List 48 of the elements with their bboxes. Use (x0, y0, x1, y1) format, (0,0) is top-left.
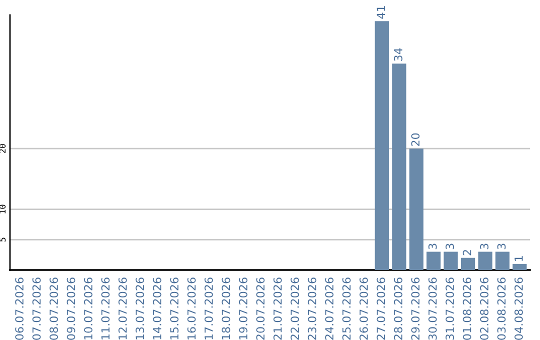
bar (444, 252, 458, 270)
data-label: 3 (480, 244, 488, 250)
x-tick-label: 26.07.2026 (360, 278, 368, 340)
x-tick-label: 25.07.2026 (342, 278, 351, 340)
x-tick-label: 14.07.2026 (152, 278, 162, 340)
x-tick-label: 06.07.2026 (15, 278, 24, 340)
x-tick-label: 21.07.2026 (273, 278, 282, 340)
x-tick-label: 30.07.2026 (428, 278, 437, 340)
x-tick-label: 28.07.2026 (394, 278, 402, 340)
x-tick-label: 03.08.2026 (497, 278, 506, 340)
x-tick-label: 08.07.2026 (50, 278, 58, 340)
x-tick-label: 10.07.2026 (84, 278, 92, 340)
data-label: 2 (462, 250, 472, 256)
bar (374, 21, 389, 270)
x-tick-label: 09.07.2026 (66, 278, 76, 340)
data-label: 3 (446, 244, 454, 250)
x-tick-label: 12.07.2026 (118, 278, 127, 340)
x-tick-label: 19.07.2026 (238, 278, 248, 340)
x-tick-label: 11.07.2026 (101, 278, 110, 340)
data-label: 3 (497, 244, 506, 250)
bar (409, 148, 424, 270)
data-label: 20 (411, 133, 420, 146)
x-tick-label: 20.07.2026 (256, 278, 265, 340)
bar (426, 252, 441, 270)
data-label: 3 (428, 244, 437, 250)
bar (495, 252, 510, 270)
bar (460, 258, 476, 270)
x-tick-label: 22.07.2026 (290, 278, 300, 340)
x-tick-label: 31.07.2026 (446, 278, 454, 340)
x-tick-label: 02.08.2026 (480, 278, 488, 340)
x-tick-label: 24.07.2026 (325, 278, 334, 340)
x-tick-label: 18.07.2026 (222, 278, 230, 340)
x-tick-label: 01.08.2026 (462, 278, 472, 340)
x-tick-label: 16.07.2026 (187, 278, 196, 340)
x-tick-label: 29.07.2026 (411, 278, 420, 340)
x-tick-label: 17.07.2026 (204, 278, 213, 340)
data-label: 34 (394, 48, 402, 61)
x-tick-label: 27.07.2026 (376, 278, 386, 340)
bar (512, 264, 527, 270)
x-tick-label: 13.07.2026 (136, 278, 144, 340)
data-label: 41 (376, 6, 385, 19)
x-tick-label: 23.07.2026 (308, 278, 316, 340)
data-label: 1 (514, 256, 523, 261)
bar (478, 252, 492, 270)
x-tick-label: 04.08.2026 (514, 278, 523, 340)
x-tick-label: 15.07.2026 (170, 278, 179, 340)
bar (392, 64, 406, 270)
x-tick-label: 07.07.2026 (32, 278, 41, 340)
